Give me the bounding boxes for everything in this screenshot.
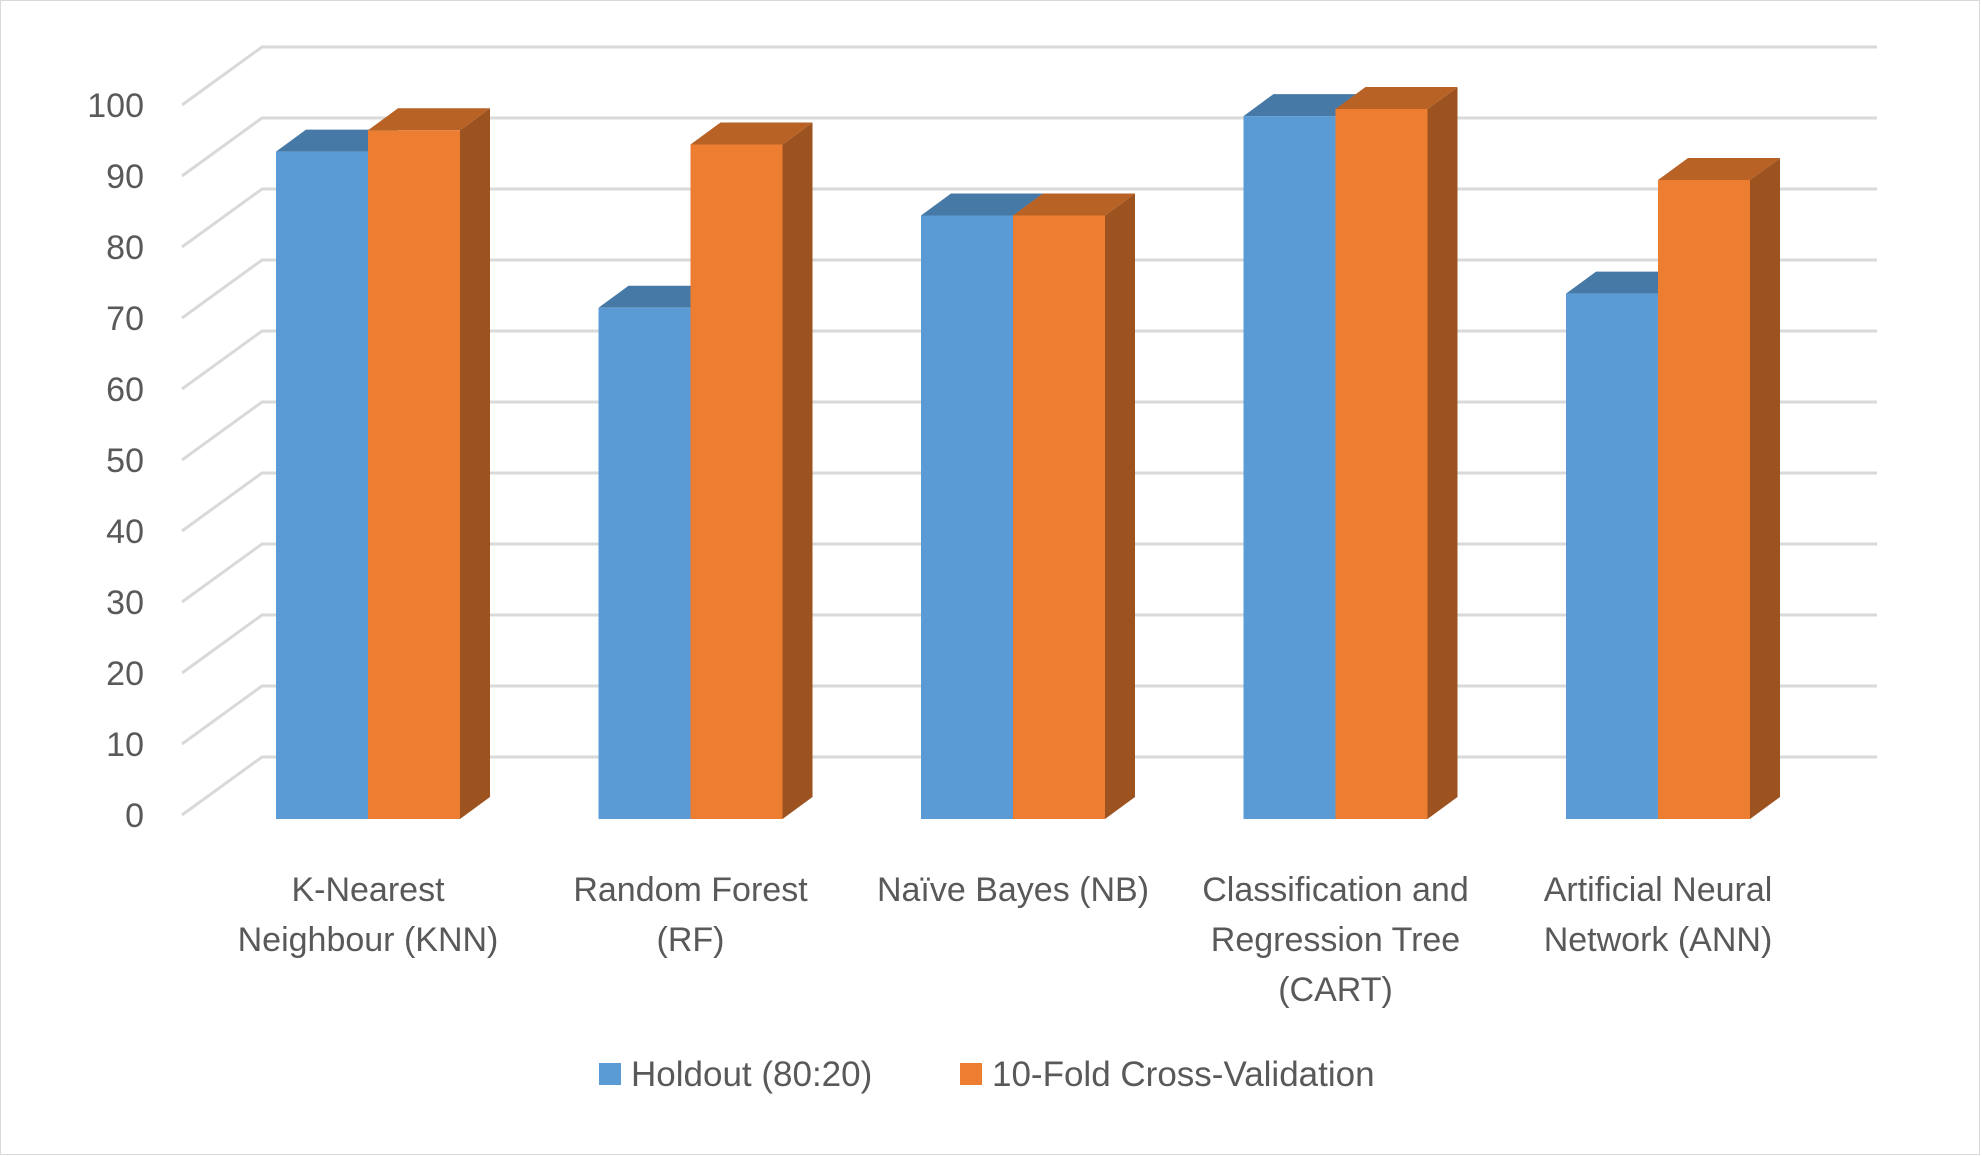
bar [368,108,490,820]
y-tick-label: 10 [106,726,144,764]
bar-top [598,285,721,308]
bar [1335,87,1458,819]
x-category-label: Artificial Neural Network (ANN) [1544,871,1773,959]
bar [1658,158,1780,819]
bar-front [598,307,691,819]
legend: Holdout (80:20) 10-Fold Cross-Validation [599,1055,1375,1094]
y-tick-label: 60 [106,371,144,409]
gridline [181,45,1877,107]
y-tick-label: 100 [87,87,144,125]
bar-top [690,122,813,145]
y-tick-label: 40 [106,513,144,551]
x-category-label: Naïve Bayes (NB) [877,871,1149,909]
x-axis-categories: K-Nearest Neighbour (KNN) Random Forest (RF… [238,871,1773,1009]
y-tick-label: 50 [106,442,144,480]
legend-swatch [599,1063,621,1085]
legend-item: 10-Fold Cross-Validation [960,1055,1375,1094]
legend-item: Holdout (80:20) [599,1055,872,1094]
bar-top [1243,94,1366,117]
y-tick-label: 20 [106,655,144,693]
bar-top [368,108,490,131]
bar-top [1335,87,1458,109]
bar-front [1566,293,1658,820]
y-tick-label: 80 [106,229,144,267]
legend-label: Holdout (80:20) [631,1055,872,1094]
bar-front [1243,116,1336,820]
x-category-label: Random Forest (RF) [573,871,808,959]
bar [1013,193,1135,819]
x-category-label: K-Nearest Neighbour (KNN) [238,871,499,959]
bar-side [460,108,490,820]
bar-front [921,215,1013,819]
bar-top [276,129,398,152]
bar-top [921,193,1043,216]
bar-front [690,144,783,819]
bars-layer [276,87,1780,820]
bar-front [1335,109,1428,819]
bar-side [1105,193,1135,819]
bar-side [1750,158,1780,819]
bar-side [782,122,813,819]
y-axis-ticks: 0 10 20 30 40 50 60 70 80 90 100 [87,87,144,835]
y-tick-label: 30 [106,584,144,622]
bar-front [368,130,460,820]
bar-top [1013,193,1135,216]
bar-side [1427,87,1458,819]
y-tick-label: 70 [106,300,144,338]
bar [690,122,813,819]
bar-front [1658,180,1750,819]
legend-swatch [960,1063,982,1085]
x-category-label: Classification and Regression Tree (CART) [1202,871,1468,1009]
y-tick-label: 90 [106,158,144,196]
bar-front [1013,215,1105,819]
legend-label: 10-Fold Cross-Validation [992,1055,1375,1094]
bar-top [1658,158,1780,180]
bar-top [1566,271,1688,294]
y-tick-label: 0 [125,797,144,835]
bar-front [276,151,368,820]
